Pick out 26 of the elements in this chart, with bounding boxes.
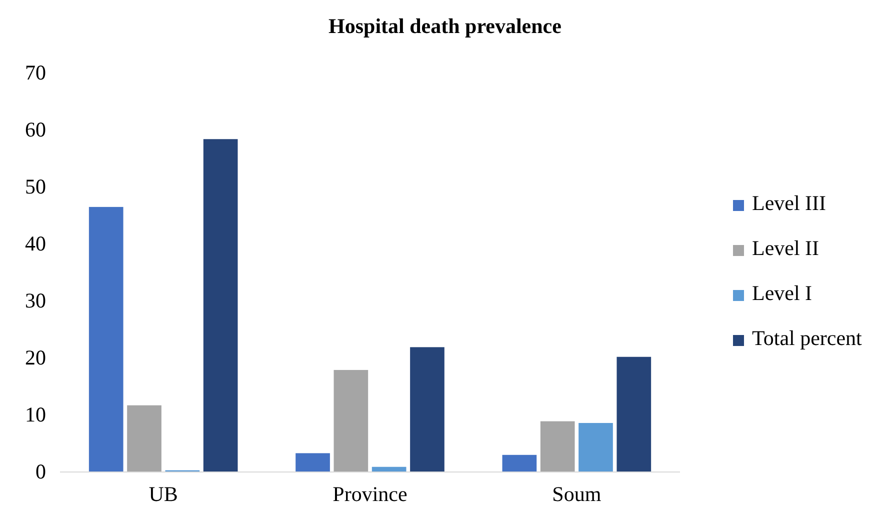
bar: [296, 453, 330, 472]
bar: [410, 347, 444, 472]
bar: [540, 421, 575, 472]
bar: [203, 139, 238, 472]
y-tick-label: 70: [25, 60, 46, 85]
legend-label: Level II: [752, 236, 820, 260]
y-tick-label: 40: [25, 232, 46, 256]
y-tick-label: 30: [25, 288, 46, 313]
bar: [334, 370, 368, 472]
bar: [578, 422, 613, 472]
legend-label: Level I: [752, 281, 812, 305]
x-tick-label: UB: [148, 482, 178, 506]
bar: [616, 356, 652, 472]
y-tick-label: 60: [25, 118, 46, 142]
y-tick-label: 0: [36, 460, 46, 484]
y-tick-label: 20: [25, 346, 46, 370]
chart-title: Hospital death prevalence: [328, 14, 562, 38]
y-tick-label: 10: [25, 402, 46, 427]
x-tick-label: Province: [332, 482, 408, 506]
legend-label: Total percent: [752, 326, 862, 350]
y-tick-label: 50: [25, 174, 46, 199]
bar: [127, 405, 162, 472]
x-tick-label: Soum: [552, 482, 602, 506]
bar: [88, 206, 124, 472]
legend-label: Level III: [752, 191, 826, 215]
bar: [502, 454, 537, 472]
